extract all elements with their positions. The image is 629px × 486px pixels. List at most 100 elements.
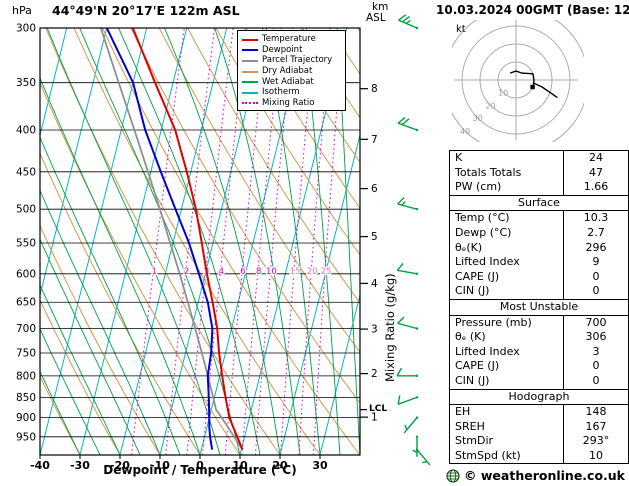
mixing-ratio-value-label: 15 (290, 267, 301, 277)
mixing-ratio-value-label: 6 (240, 267, 245, 277)
table-row-value: 2.7 (563, 225, 628, 241)
table-section-header: Most Unstable (450, 298, 628, 316)
pressure-tick-label: 750 (16, 347, 36, 359)
hodograph-trace (509, 70, 558, 99)
table-row-value: 0 (563, 269, 628, 285)
hodo-ring-label: 20 (485, 101, 495, 110)
barb-full (397, 116, 406, 124)
table-row: CIN (J) 0 (450, 373, 628, 389)
table-row: Temp (°C) 10.3 (450, 211, 628, 226)
km-tick-label: 7 (371, 134, 378, 146)
wind-barb (396, 367, 419, 378)
barb-station-dot (415, 435, 419, 439)
table-row-label: EH (455, 405, 471, 419)
temp-tick-label: -40 (30, 459, 50, 472)
table-row-label: PW (cm) (455, 180, 502, 194)
mixing-ratio-value-label: 25 (321, 267, 332, 277)
barb-half (412, 449, 418, 454)
barb-full (396, 263, 404, 271)
temp-tick-label: -20 (110, 459, 130, 472)
km-tick-label: 6 (371, 183, 378, 195)
lcl-marker-label: LCL (369, 404, 388, 414)
table-row: Totals Totals 47 (450, 165, 628, 181)
barb-half (401, 201, 406, 206)
legend-line-sample (242, 70, 258, 73)
table-row-value: 700 (563, 315, 628, 331)
barb-shaft (416, 449, 431, 466)
chart-legend: Temperature Dewpoint Parcel Trajectory Dry … (237, 30, 346, 112)
legend-label: Dewpoint (262, 44, 303, 55)
wind-barb (412, 435, 419, 457)
km-tick-label: 4 (371, 278, 378, 290)
barb-station-dot (415, 207, 419, 211)
legend-row: Dewpoint (242, 45, 341, 56)
dry-adiabat-line (243, 28, 360, 210)
barb-shaft (397, 122, 418, 131)
pressure-axis-unit: hPa (12, 4, 32, 17)
legend-label: Temperature (262, 34, 316, 45)
barb-station-dot (415, 396, 419, 399)
table-row-label: CIN (J) (455, 373, 490, 387)
table-row-label: CIN (J) (455, 284, 490, 298)
barb-full (397, 395, 401, 405)
legend-row: Dry Adiabat (242, 66, 341, 77)
pressure-tick-label: 600 (16, 268, 36, 280)
wind-barb-column (396, 14, 431, 466)
km-tick-label: 3 (371, 324, 378, 336)
table-row: θₑ (K) 306 (450, 330, 628, 345)
hodograph-unit-label: kt (456, 24, 466, 35)
mixing-ratio-value-label: 8 (256, 267, 261, 277)
mixing-ratio-labels: 1 2 3 4 6 8 10 15 20 25 (150, 266, 332, 279)
barb-station-dot (415, 374, 419, 378)
table-row: EH 148 (450, 405, 628, 420)
legend-label: Isotherm (262, 87, 300, 98)
table-row-value: 0 (563, 359, 628, 374)
barb-station-dot (415, 272, 419, 276)
table-row: Lifted Index 9 (450, 255, 628, 270)
table-row-label: Totals Totals (455, 165, 522, 179)
dry-adiabat-line (215, 28, 360, 256)
mixing-ratio-value-label: 1 (151, 267, 156, 277)
isotherm-line (40, 28, 108, 298)
legend-row: Temperature (242, 34, 341, 45)
mixing-ratio-value-label: 4 (219, 267, 224, 277)
barb-station-dot (415, 327, 419, 330)
temp-tick-label: 30 (312, 459, 328, 472)
mixing-ratio-value-label: 20 (307, 267, 318, 277)
table-row-value: 306 (563, 330, 628, 345)
table-row: PW (cm) 1.66 (450, 180, 628, 195)
temp-tick-label: 20 (272, 459, 288, 472)
table-row-value: 0 (563, 373, 628, 389)
table-row: Lifted Index 3 (450, 344, 628, 360)
legend-row: Isotherm (242, 87, 341, 98)
hodo-ring (461, 25, 571, 135)
wind-barb (396, 263, 419, 276)
table-row: StmDir 293° (450, 434, 628, 449)
dewpoint-curve (105, 28, 214, 450)
table-row-label: Pressure (mb) (455, 315, 532, 329)
pressure-tick-label: 400 (16, 125, 36, 137)
legend-label: Mixing Ratio (262, 97, 315, 108)
indices-table: K 24 Totals Totals 47 PW (cm) 1.66 Surface Temp… (449, 150, 629, 465)
wet-adiabat-line (40, 327, 101, 455)
km-unit-label: km (372, 1, 389, 13)
wet-adiabat-line (40, 370, 81, 455)
pressure-tick-label: 900 (16, 412, 36, 424)
km-tick-label: 1 (371, 412, 378, 424)
table-row-label: StmDir (455, 434, 494, 448)
hodo-ring (479, 43, 553, 117)
km-tick-label: 2 (371, 368, 378, 380)
table-row-value: 167 (563, 419, 628, 435)
table-row: SREH 167 (450, 419, 628, 435)
barb-full (398, 14, 407, 21)
mixing-ratio-value-label: 2 (184, 267, 189, 277)
wind-barb (397, 197, 419, 211)
legend-label: Parcel Trajectory (262, 55, 333, 66)
km-tick-label: 5 (371, 231, 378, 243)
barb-station-dot (415, 448, 419, 451)
legend-label: Wet Adiabat (262, 76, 314, 87)
table-row-label: SREH (455, 419, 485, 433)
barb-shaft (397, 396, 418, 405)
temperature-axis: -40 -30 -20 -10 0 10 20 30 (30, 455, 328, 472)
